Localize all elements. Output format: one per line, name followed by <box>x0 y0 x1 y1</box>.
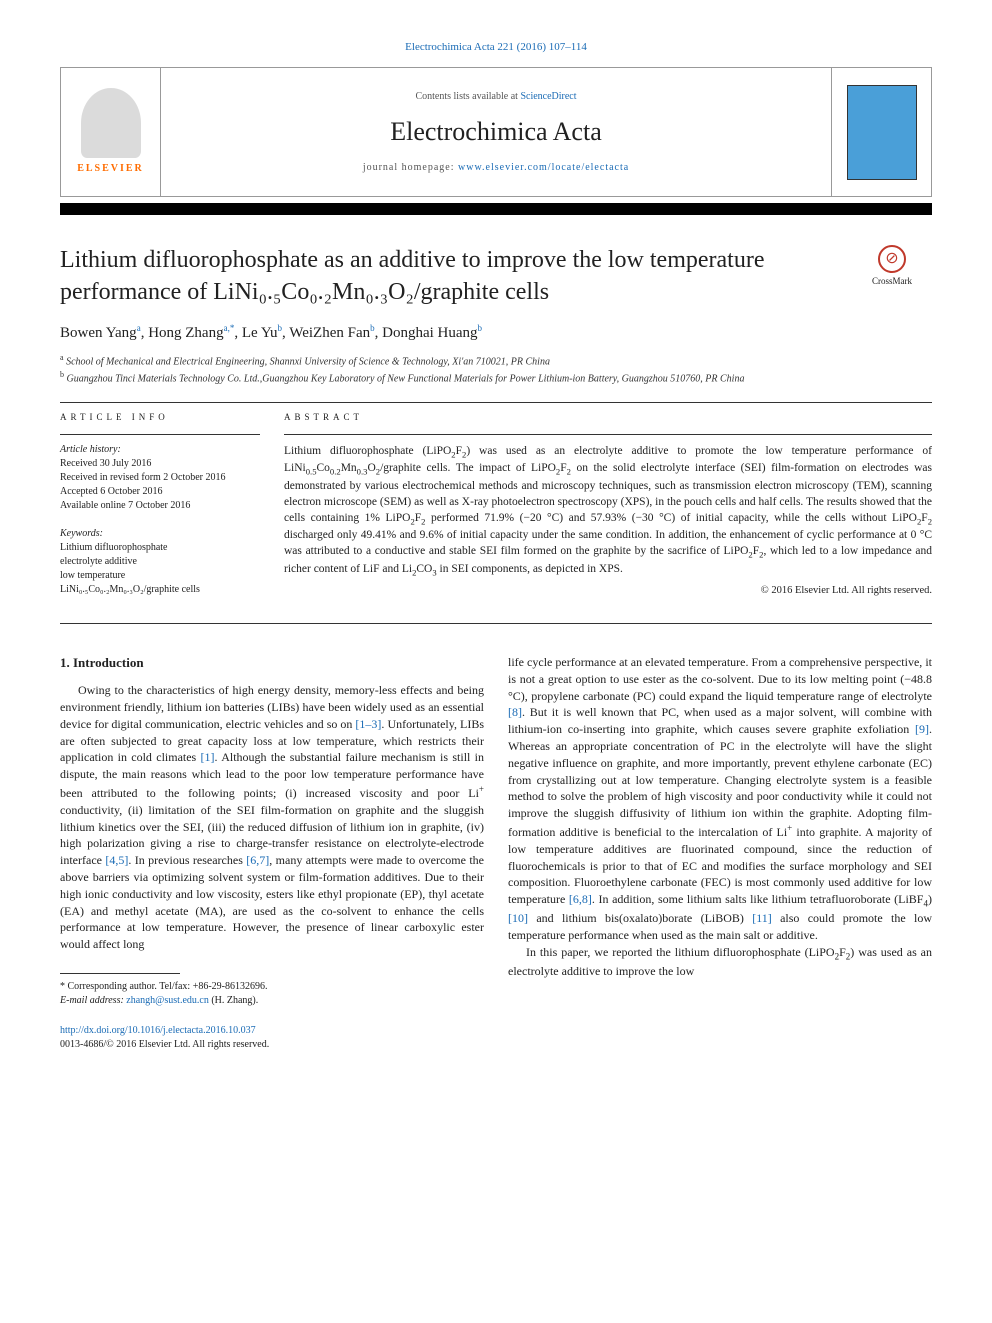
homepage-link[interactable]: www.elsevier.com/locate/electacta <box>458 162 629 173</box>
bottom-metadata: http://dx.doi.org/10.1016/j.electacta.20… <box>60 1024 484 1052</box>
history-accepted: Accepted 6 October 2016 <box>60 485 260 499</box>
homepage-line: journal homepage: www.elsevier.com/locat… <box>363 161 629 175</box>
body-text: 1. Introduction Owing to the characteris… <box>60 654 932 1052</box>
contents-line: Contents lists available at ScienceDirec… <box>415 90 576 104</box>
keyword: low temperature <box>60 569 260 583</box>
journal-reference: Electrochimica Acta 221 (2016) 107–114 <box>60 40 932 55</box>
history-online: Available online 7 October 2016 <box>60 499 260 513</box>
keyword: electrolyte additive <box>60 555 260 569</box>
footnote-separator <box>60 973 180 974</box>
elsevier-label: ELSEVIER <box>77 162 144 176</box>
issn-line: 0013-4686/© 2016 Elsevier Ltd. All right… <box>60 1038 484 1052</box>
contents-prefix: Contents lists available at <box>415 91 520 102</box>
intro-para-1: Owing to the characteristics of high ene… <box>60 682 484 953</box>
corresponding-footnote: * Corresponding author. Tel/fax: +86-29-… <box>60 980 484 1008</box>
header-center: Contents lists available at ScienceDirec… <box>171 68 821 196</box>
keyword: LiNi₀.₅Co₀.₂Mn₀.₃O₂/graphite cells <box>60 583 260 597</box>
email-label: E-mail address: <box>60 995 126 1006</box>
email-suffix: (H. Zhang). <box>209 995 258 1006</box>
intro-para-1b: life cycle performance at an elevated te… <box>508 654 932 944</box>
elsevier-tree-icon <box>81 88 141 158</box>
abstract-column: ABSTRACT Lithium difluorophosphate (LiPO… <box>284 411 932 611</box>
corr-author-line: * Corresponding author. Tel/fax: +86-29-… <box>60 980 484 994</box>
email-link[interactable]: zhangh@sust.edu.cn <box>126 995 209 1006</box>
article-history: Article history: Received 30 July 2016 R… <box>60 443 260 513</box>
intro-para-2: In this paper, we reported the lithium d… <box>508 944 932 980</box>
divider-top <box>60 402 932 403</box>
affiliation-a: a School of Mechanical and Electrical En… <box>60 352 932 369</box>
crossmark-icon: ⊘ <box>878 245 906 273</box>
affiliation-b: b Guangzhou Tinci Materials Technology C… <box>60 369 932 386</box>
journal-name: Electrochimica Acta <box>390 114 602 150</box>
intro-heading: 1. Introduction <box>60 654 484 672</box>
crossmark-label: CrossMark <box>872 276 912 286</box>
divider-bottom <box>60 623 932 624</box>
keywords-label: Keywords: <box>60 528 103 539</box>
keywords-block: Keywords: Lithium difluorophosphate elec… <box>60 527 260 597</box>
header-black-bar <box>60 203 932 215</box>
sciencedirect-link[interactable]: ScienceDirect <box>520 91 576 102</box>
article-title: Lithium difluorophosphate as an additive… <box>60 245 852 307</box>
journal-cover-image <box>847 85 917 180</box>
abstract-text: Lithium difluorophosphate (LiPO2F2) was … <box>284 443 932 578</box>
article-info-column: ARTICLE INFO Article history: Received 3… <box>60 411 260 611</box>
copyright-line: © 2016 Elsevier Ltd. All rights reserved… <box>284 584 932 599</box>
abstract-label: ABSTRACT <box>284 411 932 424</box>
doi-link[interactable]: http://dx.doi.org/10.1016/j.electacta.20… <box>60 1025 256 1036</box>
publisher-logo: ELSEVIER <box>61 68 161 196</box>
history-label: Article history: <box>60 444 121 455</box>
journal-header: ELSEVIER Contents lists available at Sci… <box>60 67 932 197</box>
article-info-label: ARTICLE INFO <box>60 411 260 424</box>
crossmark-widget[interactable]: ⊘ CrossMark <box>852 245 932 288</box>
homepage-prefix: journal homepage: <box>363 162 458 173</box>
history-revised: Received in revised form 2 October 2016 <box>60 471 260 485</box>
authors-line: Bowen Yanga, Hong Zhanga,*, Le Yub, WeiZ… <box>60 322 932 344</box>
journal-cover-box <box>831 68 931 196</box>
history-received: Received 30 July 2016 <box>60 457 260 471</box>
affiliations: a School of Mechanical and Electrical En… <box>60 352 932 387</box>
keyword: Lithium difluorophosphate <box>60 541 260 555</box>
